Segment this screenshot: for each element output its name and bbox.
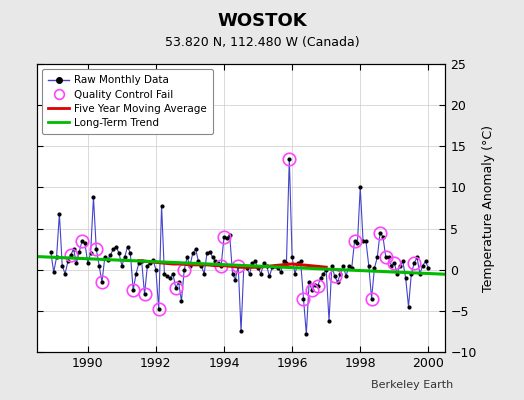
Text: 53.820 N, 112.480 W (Canada): 53.820 N, 112.480 W (Canada) bbox=[165, 36, 359, 49]
Text: Berkeley Earth: Berkeley Earth bbox=[371, 380, 453, 390]
Y-axis label: Temperature Anomaly (°C): Temperature Anomaly (°C) bbox=[482, 124, 495, 292]
Legend: Raw Monthly Data, Quality Control Fail, Five Year Moving Average, Long-Term Tren: Raw Monthly Data, Quality Control Fail, … bbox=[42, 69, 213, 134]
Text: WOSTOK: WOSTOK bbox=[217, 12, 307, 30]
